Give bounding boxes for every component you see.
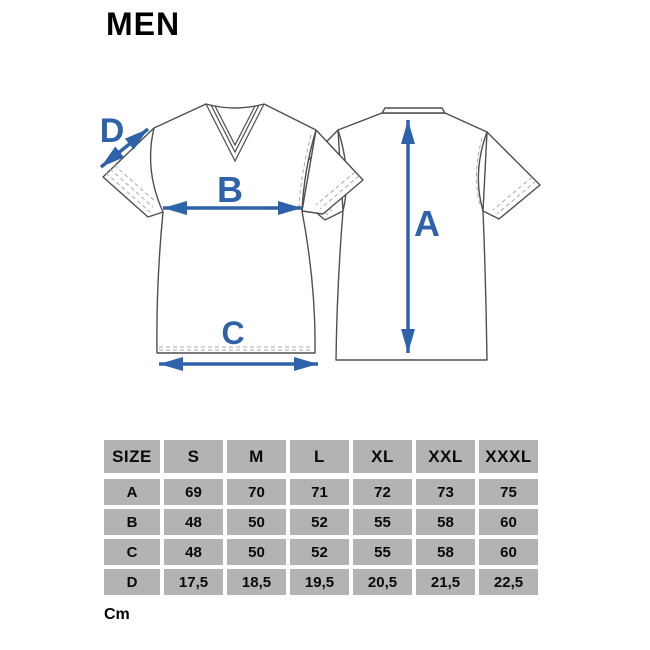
cell: 50 — [227, 509, 286, 535]
row-label: C — [104, 539, 160, 565]
col-header-l: L — [290, 440, 349, 475]
cell: 55 — [353, 539, 412, 565]
size-table: SIZE S M L XL XXL XXXL A 69 70 71 72 73 … — [100, 436, 542, 599]
cell: 52 — [290, 509, 349, 535]
col-header-s: S — [164, 440, 223, 475]
cell: 75 — [479, 479, 538, 505]
cell: 73 — [416, 479, 475, 505]
header-row: SIZE S M L XL XXL XXXL — [104, 440, 538, 475]
back-collar-band — [381, 107, 446, 114]
cell: 21,5 — [416, 569, 475, 595]
row-label: D — [104, 569, 160, 595]
table-row-d: D 17,5 18,5 19,5 20,5 21,5 22,5 — [104, 569, 538, 595]
col-header-xxxl: XXXL — [479, 440, 538, 475]
cell: 50 — [227, 539, 286, 565]
table-row-c: C 48 50 52 55 58 60 — [104, 539, 538, 565]
cell: 22,5 — [479, 569, 538, 595]
cell: 19,5 — [290, 569, 349, 595]
arrow-d-sleeve — [99, 127, 150, 169]
cell: 18,5 — [227, 569, 286, 595]
table-row-b: B 48 50 52 55 58 60 — [104, 509, 538, 535]
front-body — [149, 103, 317, 354]
table-row-a: A 69 70 71 72 73 75 — [104, 479, 538, 505]
measurement-arrows: B C D A — [99, 112, 440, 371]
col-header-xxl: XXL — [416, 440, 475, 475]
row-label: B — [104, 509, 160, 535]
row-label: A — [104, 479, 160, 505]
back-right-cuff-stitch — [492, 176, 537, 215]
cell: 48 — [164, 539, 223, 565]
v-neck-collar — [205, 103, 265, 163]
cell: 71 — [290, 479, 349, 505]
cell: 48 — [164, 509, 223, 535]
cell: 70 — [227, 479, 286, 505]
col-header-m: M — [227, 440, 286, 475]
label-d: D — [100, 112, 125, 150]
cell: 52 — [290, 539, 349, 565]
size-table-body: A 69 70 71 72 73 75 B 48 50 52 55 58 60 … — [104, 479, 538, 595]
cell: 60 — [479, 539, 538, 565]
cell: 55 — [353, 509, 412, 535]
back-armhole-stitch — [475, 137, 483, 206]
col-header-size: SIZE — [104, 440, 160, 475]
col-header-xl: XL — [353, 440, 412, 475]
front-armhole-stitch — [298, 134, 312, 208]
front-hem-stitch — [159, 346, 313, 351]
front-left-cuff-stitch — [105, 164, 157, 213]
label-a: A — [414, 203, 440, 244]
cell: 17,5 — [164, 569, 223, 595]
back-right-sleeve — [482, 131, 541, 220]
cell: 58 — [416, 539, 475, 565]
label-c: C — [221, 315, 244, 351]
front-shirt-outline — [102, 103, 364, 354]
back-body — [335, 112, 488, 361]
front-right-cuff-stitch — [315, 171, 360, 210]
cell: 58 — [416, 509, 475, 535]
cell: 69 — [164, 479, 223, 505]
cell: 60 — [479, 509, 538, 535]
page-title: MEN — [106, 6, 181, 42]
unit-label: Cm — [104, 606, 130, 623]
front-right-sleeve — [301, 129, 364, 215]
size-table-header: SIZE S M L XL XXL XXXL — [104, 440, 538, 475]
cell: 20,5 — [353, 569, 412, 595]
tshirt-measurement-diagram: B C D A — [99, 103, 541, 371]
cell: 72 — [353, 479, 412, 505]
label-b: B — [217, 169, 243, 210]
